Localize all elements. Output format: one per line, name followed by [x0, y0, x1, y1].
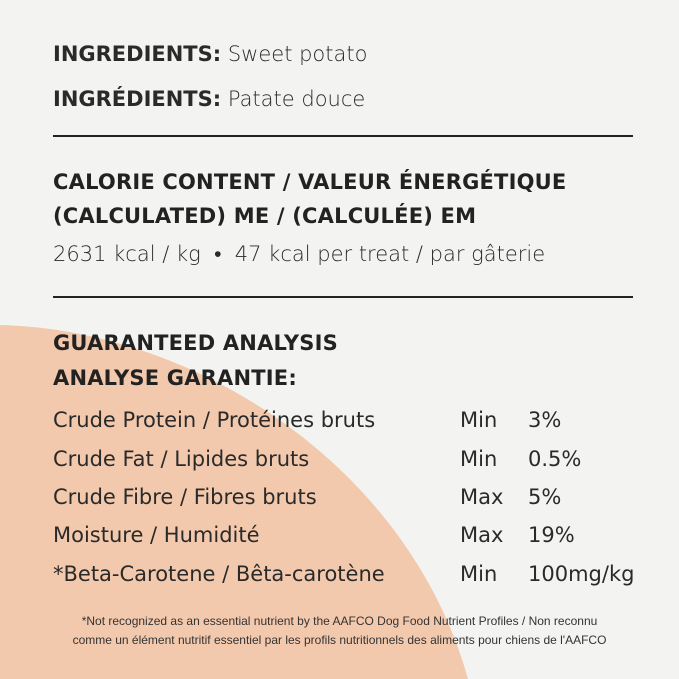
nutrient-name: *Beta-Carotene / Bêta-carotène: [53, 562, 385, 586]
nutrient-value: 0.5%: [528, 447, 582, 471]
nutrient-name: Crude Protein / Protéines bruts: [53, 408, 376, 432]
nutrient-qualifier: Min: [460, 562, 498, 586]
nutrient-value: 5%: [528, 485, 562, 509]
nutrient-value: 100mg/kg: [528, 562, 635, 586]
ingredients-label: INGREDIENTS:: [53, 42, 222, 66]
divider: [53, 296, 633, 298]
calorie-heading: CALORIE CONTENT / VALEUR ÉNERGÉTIQUE: [53, 170, 567, 194]
nutrient-name: Crude Fat / Lipides bruts: [53, 447, 310, 471]
nutrient-name: Moisture / Humidité: [53, 523, 260, 547]
ingredients-label-fr: INGRÉDIENTS:: [53, 87, 222, 111]
divider: [53, 135, 633, 137]
calorie-value: 2631 kcal / kg • 47 kcal per treat / par…: [53, 242, 546, 266]
nutrient-value: 19%: [528, 523, 575, 547]
nutrient-qualifier: Min: [460, 408, 498, 432]
ingredients-value: Sweet potato: [227, 42, 368, 66]
analysis-heading: GUARANTEED ANALYSIS: [53, 331, 338, 355]
nutrient-qualifier: Max: [460, 485, 504, 509]
nutrient-qualifier: Max: [460, 523, 504, 547]
footnote: *Not recognized as an essential nutrient…: [0, 612, 679, 650]
ingredients-line-fr: INGRÉDIENTS: Patate douce: [53, 89, 365, 110]
calorie-subheading: (CALCULATED) ME / (CALCULÉE) EM: [53, 204, 477, 228]
nutrient-qualifier: Min: [460, 447, 498, 471]
footnote-line: comme un élément nutritif essentiel par …: [72, 633, 607, 647]
analysis-subheading: ANALYSE GARANTIE:: [53, 366, 297, 390]
ingredients-line-en: INGREDIENTS: Sweet potato: [53, 44, 367, 65]
nutrient-name: Crude Fibre / Fibres bruts: [53, 485, 317, 509]
footnote-line: *Not recognized as an essential nutrient…: [81, 614, 598, 628]
ingredients-value-fr: Patate douce: [227, 87, 366, 111]
nutrient-value: 3%: [528, 408, 562, 432]
